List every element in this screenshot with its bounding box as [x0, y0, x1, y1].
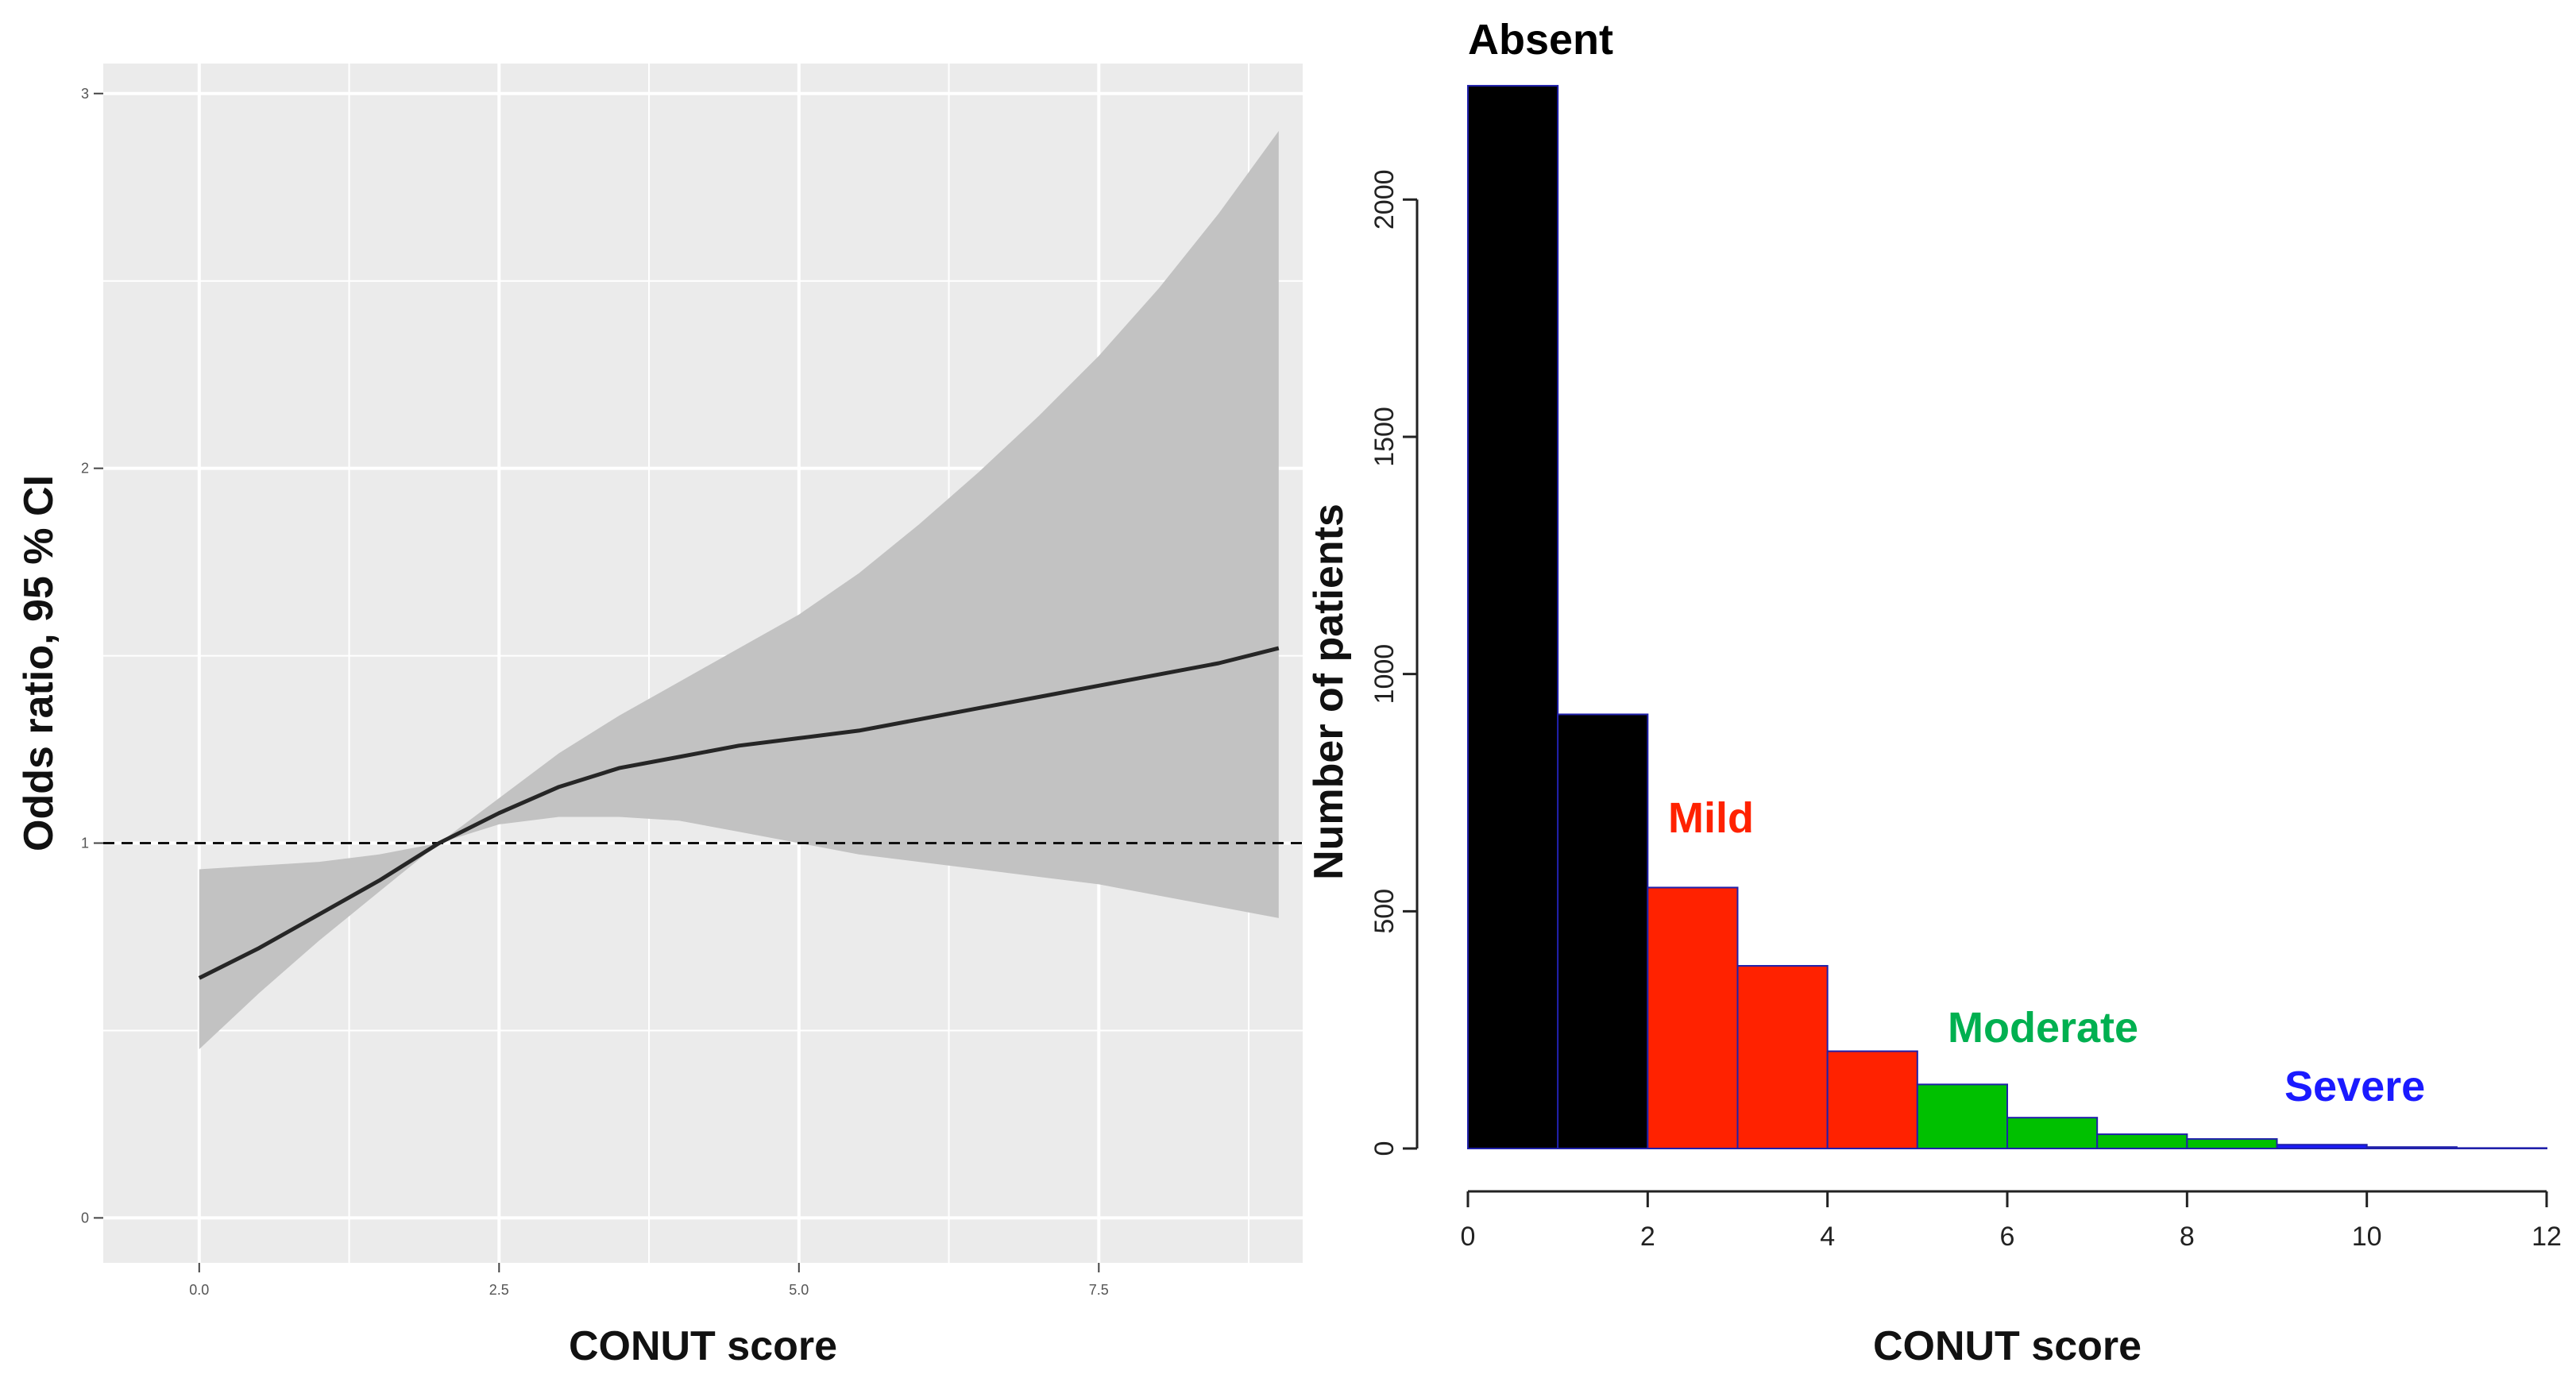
- y-axis-title: Number of patients: [1306, 504, 1352, 880]
- y-tick-label: 1: [81, 836, 89, 851]
- group-label-absent: Absent: [1468, 16, 1613, 64]
- odds-ratio-chart: 0 1 2 3 0.0 2.5 5.0 7.5 CONUT score Odds ratio…: [16, 64, 1303, 1369]
- group-label-moderate: Moderate: [1948, 1004, 2138, 1052]
- x-tick-label: 2: [1640, 1222, 1655, 1252]
- y-axis-title: Odds ratio, 95 % CI: [16, 475, 62, 851]
- histogram-bar: [2096, 1133, 2188, 1149]
- group-label-severe: Severe: [2284, 1063, 2425, 1110]
- histogram-bar: [1736, 965, 1829, 1149]
- x-tick-label: 0: [1461, 1222, 1476, 1252]
- histogram-bar: [1557, 713, 1649, 1149]
- histogram-bars: [1467, 84, 2547, 1150]
- y-axis-ticks: 0 1 2 3: [81, 86, 103, 1226]
- x-axis-title: CONUT score: [1873, 1323, 2142, 1369]
- x-tick-label: 7.5: [1089, 1282, 1109, 1298]
- x-tick-label: 0.0: [189, 1282, 209, 1298]
- histogram-bar: [1647, 886, 1739, 1150]
- x-axis-ticks: 0.0 2.5 5.0 7.5: [189, 1263, 1109, 1298]
- y-tick-label: 1500: [1369, 407, 1400, 467]
- y-tick-label: 0: [81, 1210, 89, 1226]
- histogram-bar: [2186, 1138, 2278, 1150]
- y-axis: 0 500 1000 1500 2000: [1369, 169, 1419, 1156]
- x-tick-label: 2.5: [489, 1282, 509, 1298]
- histogram-bar: [2366, 1146, 2458, 1150]
- x-tick-label: 6: [2000, 1222, 2015, 1252]
- histogram-bar: [2006, 1117, 2099, 1150]
- y-tick-label: 2: [81, 461, 89, 477]
- x-axis-title: CONUT score: [569, 1323, 837, 1369]
- x-tick-label: 8: [2180, 1222, 2195, 1252]
- y-tick-label: 2000: [1369, 169, 1400, 230]
- x-axis: 0 2 4 6 8 10 12: [1461, 1190, 2562, 1252]
- histogram-bar: [2276, 1144, 2368, 1149]
- patient-histogram: 0 500 1000 1500 2000 0 2 4 6 8 10 12 Absent Mild Mod…: [1306, 16, 2562, 1369]
- y-tick-label: 500: [1369, 889, 1400, 934]
- confidence-band: [199, 130, 1279, 1049]
- histogram-bar: [1916, 1083, 2008, 1149]
- x-tick-label: 10: [2352, 1222, 2382, 1252]
- odds-ratio-line: [198, 646, 1280, 980]
- y-tick-label: 1000: [1369, 644, 1400, 705]
- group-label-mild: Mild: [1668, 794, 1754, 842]
- x-tick-label: 4: [1820, 1222, 1835, 1252]
- y-tick-label: 0: [1369, 1141, 1400, 1156]
- x-tick-label: 5.0: [789, 1282, 809, 1298]
- x-tick-label: 12: [2532, 1222, 2562, 1252]
- histogram-bar: [1467, 84, 1559, 1149]
- histogram-bar: [1826, 1050, 1918, 1149]
- y-tick-label: 3: [81, 86, 89, 102]
- group-labels: Absent Mild Moderate Severe: [1468, 16, 2425, 1110]
